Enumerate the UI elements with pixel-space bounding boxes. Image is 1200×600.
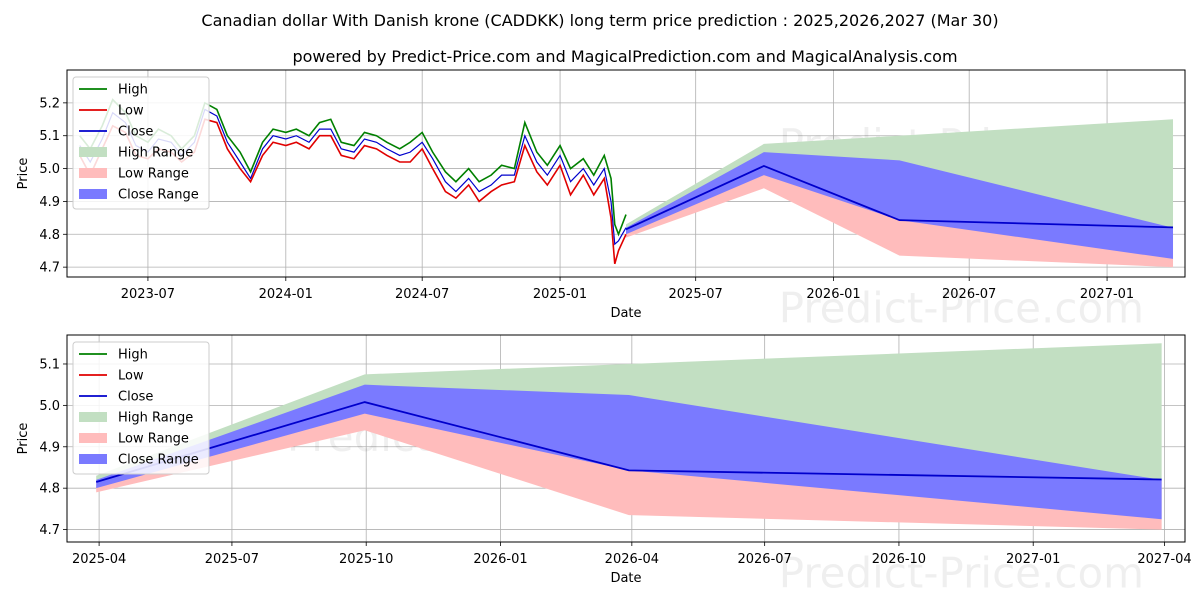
x-tick-label: 2024-07 <box>395 287 449 302</box>
legend-low-label: Low <box>118 369 144 384</box>
x-tick-label: 2027-01 <box>1006 552 1060 567</box>
close-range-band <box>96 384 1162 520</box>
low-range-band <box>96 402 1162 530</box>
legend-high-range-swatch <box>79 412 107 422</box>
axes-frame <box>66 69 1186 278</box>
x-tick-label: 2025-04 <box>72 552 126 567</box>
legend-high-range-label: High Range <box>118 411 193 426</box>
legend-close-range-swatch <box>79 454 107 464</box>
x-tick-label: 2027-01 <box>1080 287 1134 302</box>
x-tick-label: 2026-01 <box>806 287 860 302</box>
y-axis-label: Price <box>16 423 31 455</box>
x-tick-label: 2025-01 <box>533 287 587 302</box>
close-forecast-line <box>95 401 1162 483</box>
close-forecast-line <box>625 164 1174 231</box>
legend-high-label: High <box>118 83 148 98</box>
x-tick-label: 2026-10 <box>872 552 926 567</box>
x-tick-label: 2026-07 <box>942 287 996 302</box>
y-tick-label: 4.9 <box>39 195 60 210</box>
legend-high-label: High <box>118 348 148 363</box>
x-tick-label: 2025-10 <box>339 552 393 567</box>
x-axis-label: Date <box>610 571 641 586</box>
legend: High Low Close High Range Low Range Close Ran… <box>72 341 210 475</box>
x-tick-label: 2026-04 <box>605 552 659 567</box>
low-range-band <box>626 165 1174 268</box>
chart-title: Canadian dollar With Danish krone (CADDK… <box>201 11 998 30</box>
legend-close-label: Close <box>118 390 153 405</box>
y-tick-label: 5.1 <box>39 357 60 372</box>
axes-frame <box>66 334 1186 543</box>
close-range-band <box>626 152 1174 259</box>
watermark: Predict-Price.com <box>779 284 1144 333</box>
x-tick-label: 2025-07 <box>669 287 723 302</box>
x-tick-label: 2027-04 <box>1137 552 1191 567</box>
y-tick-label: 5.0 <box>39 162 60 177</box>
x-tick-label: 2023-07 <box>121 287 175 302</box>
x-tick-label: 2026-07 <box>737 552 791 567</box>
top-panel: 2023-07 2024-01 2024-07 2025-01 2025-07 2026-… <box>16 69 1186 333</box>
chart-subtitle: powered by Predict-Price.com and Magical… <box>292 47 957 66</box>
x-tick-label: 2024-01 <box>259 287 313 302</box>
y-tick-label: 4.8 <box>39 482 60 497</box>
x-tick-label: 2025-07 <box>205 552 259 567</box>
x-axis-label: Date <box>610 306 641 321</box>
legend-close-range-label: Close Range <box>118 188 199 203</box>
legend-low-range-label: Low Range <box>118 167 189 182</box>
legend-close-range-swatch <box>79 189 107 199</box>
y-tick-label: 5.2 <box>39 96 60 111</box>
bottom-panel: 2025-04 2025-07 2025-10 2026-01 2026-04 2026-… <box>16 334 1192 598</box>
y-tick-label: 4.7 <box>39 523 60 538</box>
watermark: Predict-Price.com <box>779 549 1144 598</box>
y-axis-label: Price <box>16 158 31 190</box>
legend-high-range-label: High Range <box>118 146 193 161</box>
y-tick-label: 5.0 <box>39 399 60 414</box>
legend-low-range-swatch <box>79 168 107 178</box>
y-tick-label: 5.1 <box>39 129 60 144</box>
y-tick-label: 4.7 <box>39 261 60 276</box>
legend: High Low Close High Range Low Range Close Ran… <box>72 76 210 210</box>
legend-high-range-swatch <box>79 147 107 157</box>
legend-low-range-label: Low Range <box>118 432 189 447</box>
legend-close-range-label: Close Range <box>118 453 199 468</box>
legend-low-range-swatch <box>79 433 107 443</box>
legend-low-label: Low <box>118 104 144 119</box>
legend-close-label: Close <box>118 125 153 140</box>
plot-area <box>95 343 1162 530</box>
x-tick-label: 2026-01 <box>473 552 527 567</box>
y-tick-label: 4.8 <box>39 228 60 243</box>
y-tick-label: 4.9 <box>39 440 60 455</box>
plot-area <box>79 98 1174 268</box>
